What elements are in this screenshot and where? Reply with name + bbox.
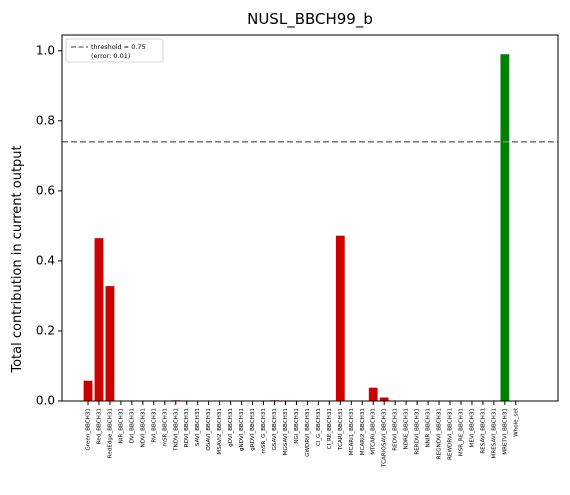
x-tick-label: RedEdge_BBCH31 (107, 408, 113, 459)
x-tick-label: MSAVI2_BBCH31 (217, 408, 223, 455)
x-tick-label: NDRE_BBCH31 (404, 408, 410, 450)
x-tick-label: NNIR_BBCH31 (426, 408, 432, 448)
x-tick-label: RDVI_BBCH31 (184, 408, 190, 448)
x-tick-label: GSAVI_BBCH31 (272, 408, 278, 451)
plot-frame (61, 34, 559, 402)
legend-label-threshold: threshold = 0.75 (91, 43, 146, 51)
bar-TCARIOSAVI_BBCH31 (379, 397, 389, 401)
legend: threshold = 0.75 (error: 0.01) (65, 38, 164, 63)
x-tick-label: TNDVI_BBCH31 (173, 408, 179, 452)
bar-Green_BBCH31 (83, 380, 93, 401)
legend-label-error: (error: 0.01) (91, 52, 130, 60)
bars-group (83, 54, 510, 401)
x-tick-label: GWDRVI_BBCH31 (305, 408, 311, 457)
x-tick-label: REWDRVI_BBCH31 (448, 408, 454, 460)
bar-MRETVI_BBCH31 (500, 54, 510, 401)
y-tick-label: 0.6 (36, 183, 55, 197)
x-tick-label: NGI_BBCH31 (294, 408, 300, 444)
x-tick-label: NDVI_BBCH31 (140, 408, 146, 448)
x-tick-label: MCARI2_BBCH31 (360, 408, 366, 456)
x-tick-label: mSR_G_BBCH31 (261, 408, 267, 454)
x-tick-label: RESAVI_BBCH31 (480, 408, 486, 454)
x-tick-label: TCARIOSAVI_BBCH31 (382, 408, 388, 468)
y-tick-label: 0.8 (36, 113, 55, 127)
x-tick-label: Whole_set (513, 407, 519, 437)
y-axis-label: Total contribution in current output (10, 145, 25, 373)
x-tick-label: RVI_BBCH31 (151, 408, 157, 443)
x-tick-label: gDVI_BBCH31 (228, 408, 234, 447)
x-tick-label: NIR_BBCH31 (118, 408, 124, 444)
x-tick-label: REDVI_BBCH31 (393, 408, 399, 451)
y-axis: 0.0 0.2 0.4 0.6 0.8 1.0 (36, 43, 62, 408)
x-tick-label: RERDVI_BBCH31 (415, 408, 421, 455)
chart-title: NUSL_BBCH99_b (247, 10, 373, 29)
bar-Red_BBCH31 (94, 238, 104, 401)
x-tick-label: MTCARI_BBCH31 (371, 408, 377, 455)
y-tick-label: 0.0 (36, 394, 55, 408)
x-axis: Green_BBCH31 Red_BBCH31 RedEdge_BBCH31 NIR_… (86, 401, 519, 468)
bar-MTCARI_BBCH31 (368, 387, 378, 401)
y-tick-label: 0.2 (36, 323, 55, 337)
x-tick-label: mSR_BBCH31 (162, 408, 168, 447)
x-tick-label: MCARI1_BBCH31 (349, 408, 355, 456)
x-tick-label: CI_RE_BBCH31 (327, 408, 333, 450)
y-tick-label: 1.0 (36, 43, 55, 57)
x-tick-label: DVI_BBCH31 (129, 408, 135, 444)
x-tick-label: MRETVI_BBCH31 (502, 408, 508, 455)
x-tick-label: CI_G_BBCH31 (316, 408, 322, 447)
x-tick-label: REGNDVI_BBCH31 (437, 408, 443, 460)
x-tick-label: MGSAVI_BBCH31 (283, 408, 289, 456)
x-tick-label: MSR_RE_BBCH31 (458, 408, 464, 457)
y-tick-label: 0.4 (36, 253, 55, 267)
x-tick-label: gNDVI_BBCH31 (239, 408, 245, 451)
x-tick-label: gRDVI_BBCH31 (250, 408, 256, 451)
x-tick-label: SAVI_BBCH31 (195, 408, 201, 447)
bar-RedEdge_BBCH31 (105, 286, 115, 401)
x-tick-label: OSAVI_BBCH31 (206, 408, 212, 451)
x-tick-label: MRESAVI_BBCH31 (491, 408, 497, 459)
x-tick-label: MEVI_BBCH31 (469, 408, 475, 448)
bar-TCARI_BBCH31 (335, 235, 345, 401)
x-tick-label: Red_BBCH31 (96, 408, 102, 445)
legend-box (65, 38, 164, 63)
x-tick-label: TCARI_BBCH31 (338, 408, 344, 451)
x-tick-label: Green_BBCH31 (86, 408, 92, 451)
